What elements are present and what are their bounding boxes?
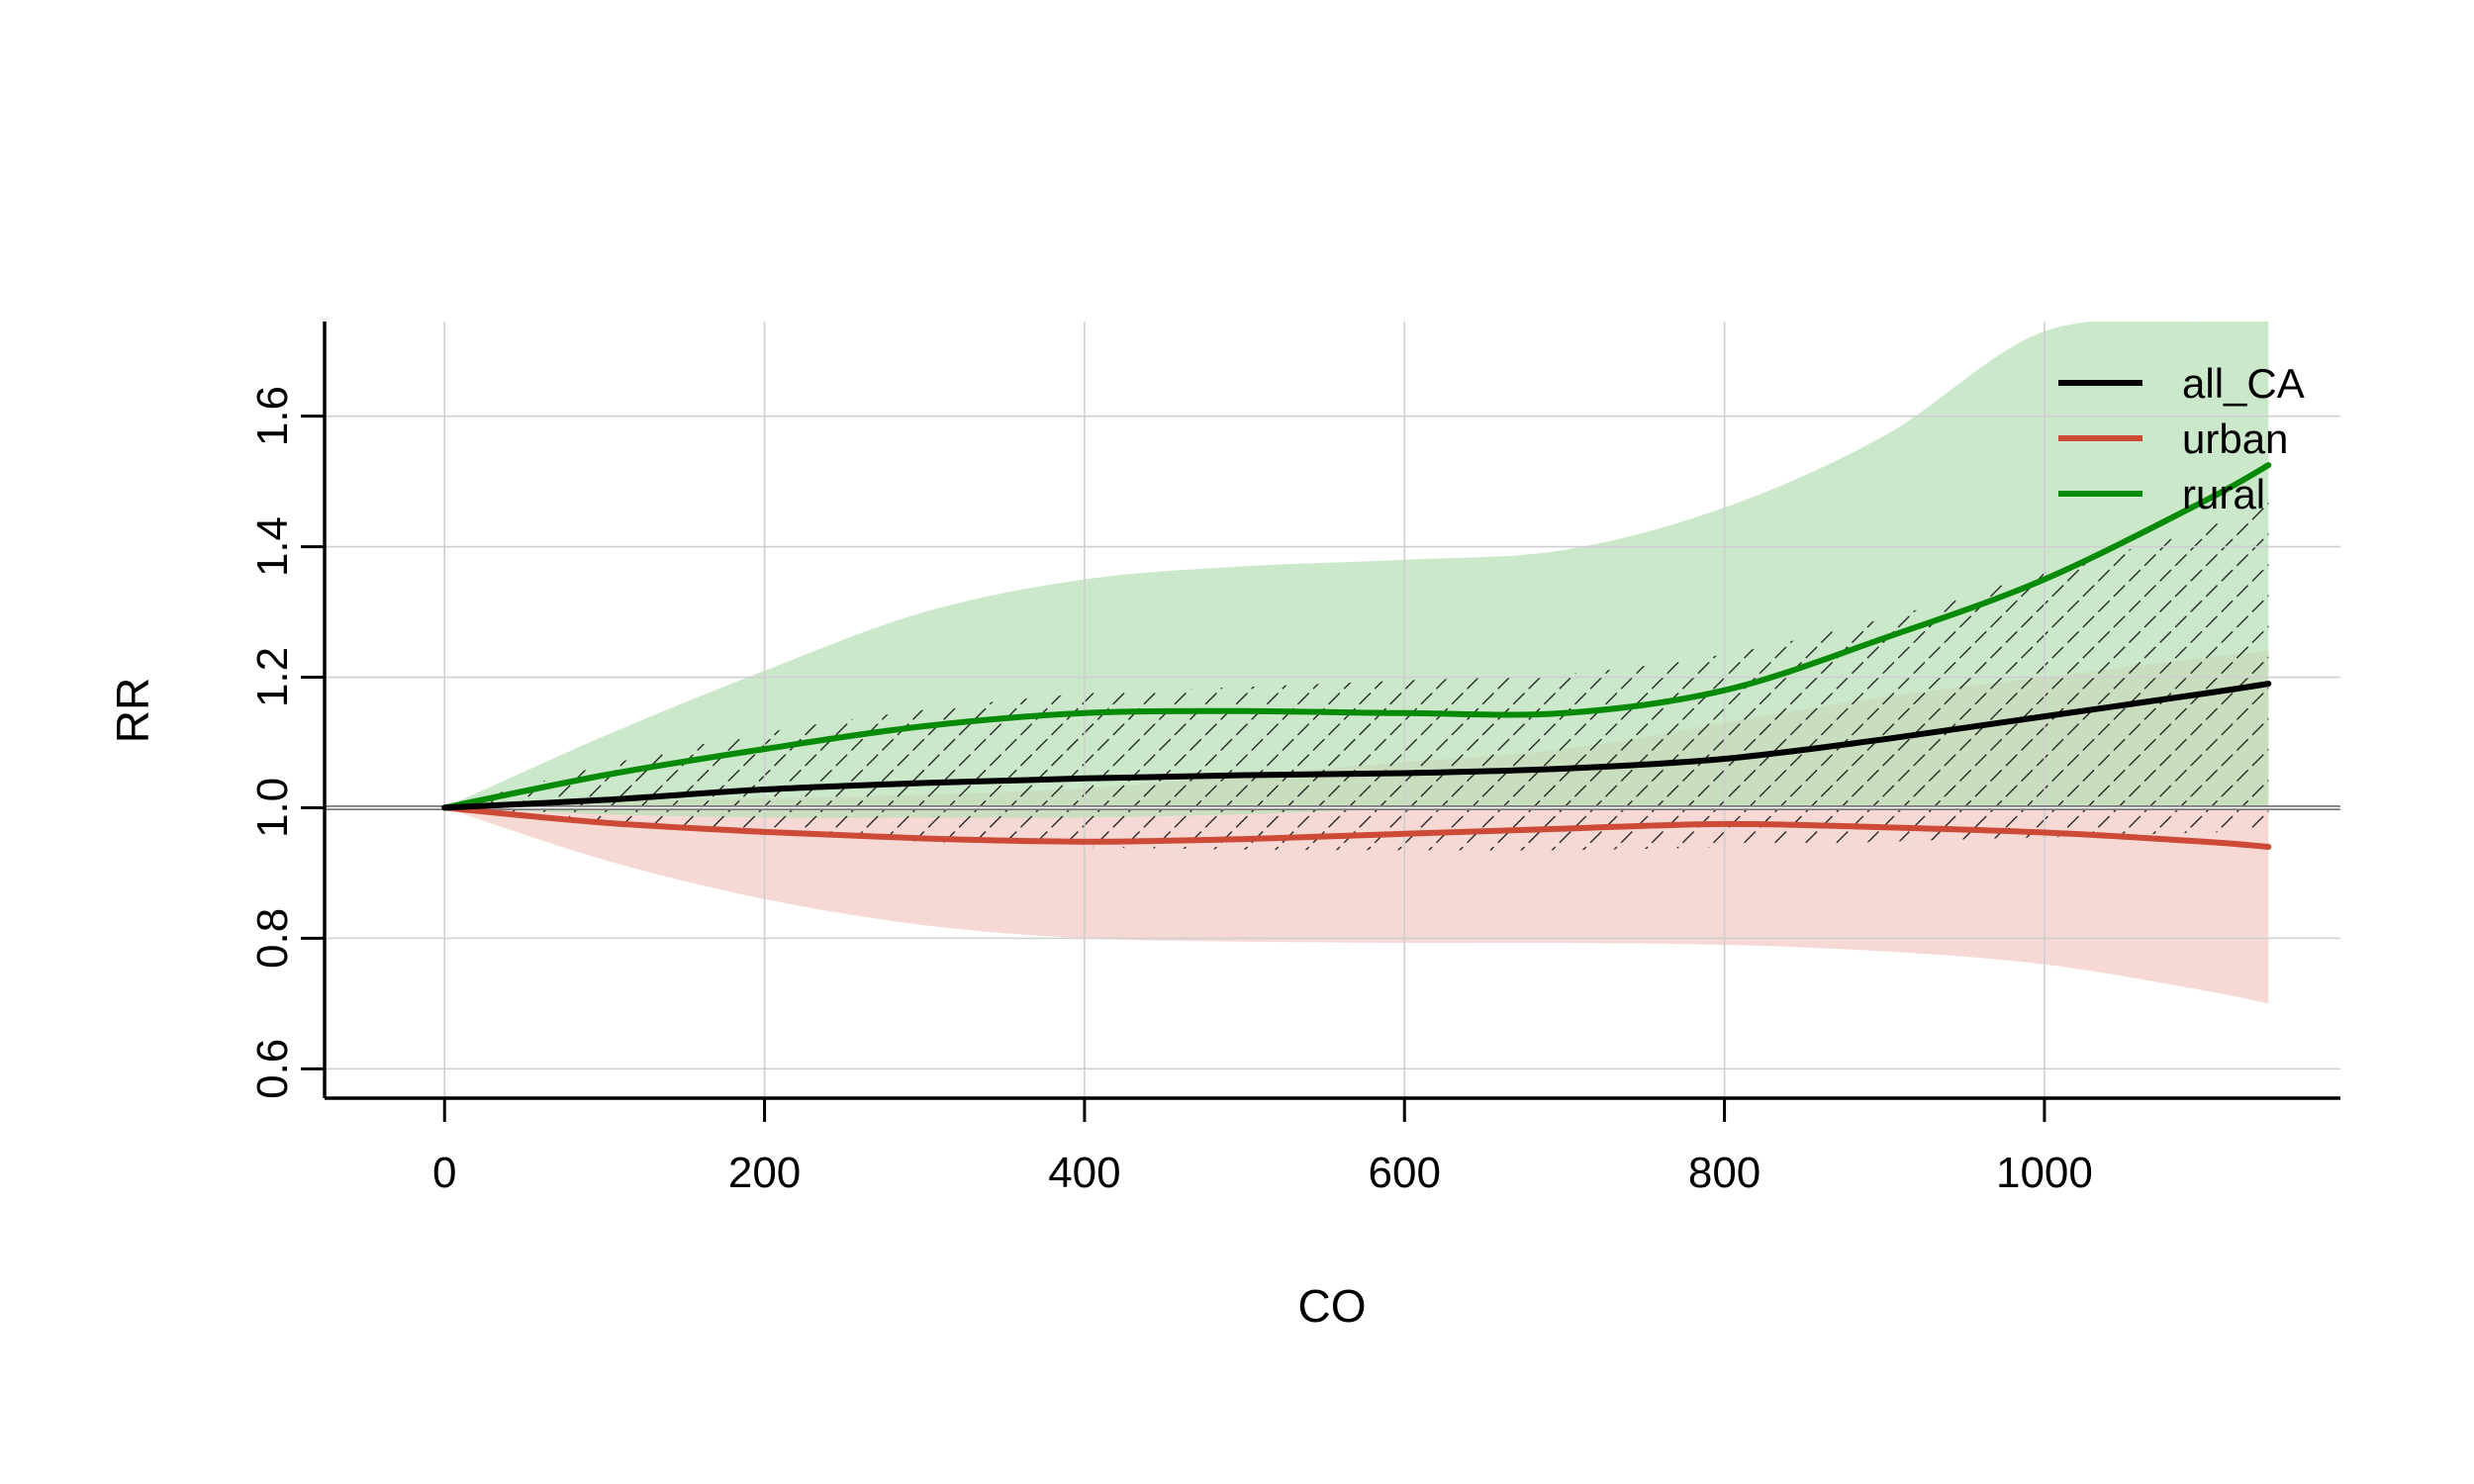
series-line-rural (441, 462, 2272, 811)
x-tick-label: 600 (1369, 1149, 1441, 1197)
x-tick-label: 200 (728, 1149, 801, 1197)
legend-label: all_CA (2182, 360, 2305, 407)
y-tick-label: 1.4 (248, 516, 297, 577)
y-tick-label: 1.0 (248, 778, 297, 838)
series-lines (441, 462, 2272, 850)
x-tick-label: 800 (1688, 1149, 1760, 1197)
series-line-all-ca (441, 681, 2272, 811)
legend-label: urban (2182, 416, 2288, 462)
series-line-urban (441, 804, 2272, 850)
y-tick-label: 1.6 (248, 386, 297, 446)
x-tick-label: 0 (432, 1149, 456, 1197)
legend-item-urban: urban (2058, 416, 2288, 462)
y-axis-ticks: 0.6 0.8 1.0 1.2 1.4 1.6 (248, 386, 325, 1099)
legend-item-rural: rural (2058, 471, 2265, 517)
x-tick-label: 400 (1048, 1149, 1120, 1197)
legend-item-all-ca: all_CA (2058, 360, 2305, 407)
confidence-bands (444, 322, 2269, 1004)
axes (323, 322, 2340, 1100)
legend-label: rural (2182, 471, 2265, 517)
x-tick-label: 1000 (1996, 1149, 2093, 1197)
band-all-ca (444, 494, 2269, 851)
y-tick-label: 1.2 (248, 647, 297, 707)
y-axis-title: RR (107, 678, 158, 743)
x-axis-title: CO (1298, 1280, 1367, 1332)
x-axis-ticks: 0 200 400 600 800 1000 (432, 1098, 2093, 1197)
y-tick-label: 0.8 (248, 908, 297, 969)
y-tick-label: 0.6 (248, 1039, 297, 1099)
